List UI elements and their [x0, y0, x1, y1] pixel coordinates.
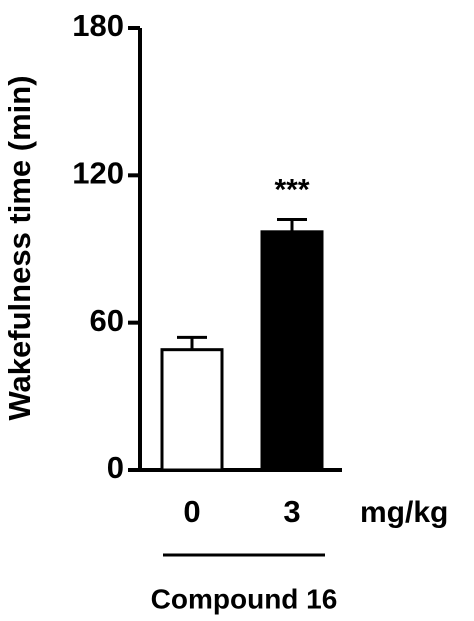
x-unit-label: mg/kg: [360, 496, 448, 529]
bar: [260, 230, 324, 472]
y-tick-label: 120: [72, 156, 124, 191]
y-axis-label: Wakefulness time (min): [2, 75, 37, 420]
group-label: Compound 16: [151, 583, 338, 614]
y-tick-label: 180: [72, 8, 124, 43]
x-tick-label: 0: [183, 494, 200, 529]
y-tick-label: 0: [107, 450, 124, 485]
x-tick-label: 3: [283, 494, 300, 529]
y-tick-label: 60: [90, 303, 124, 338]
bar: [160, 348, 224, 472]
significance-label: ***: [274, 173, 309, 206]
